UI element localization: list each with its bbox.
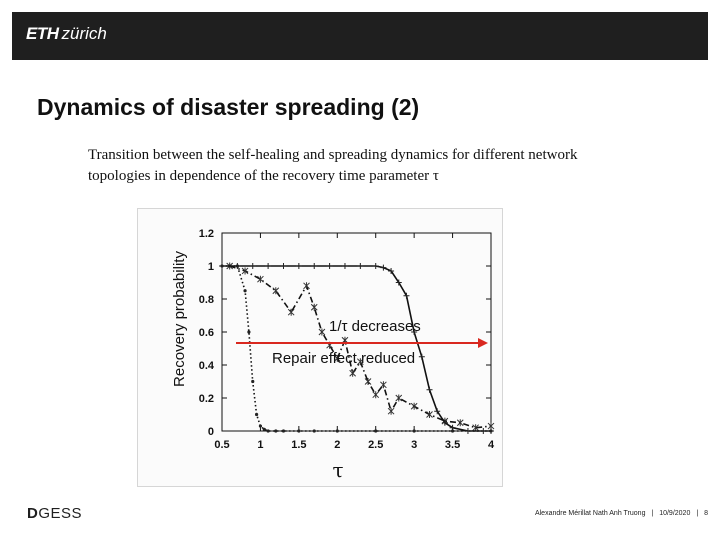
- series-3-point: [311, 263, 318, 269]
- dgess-logo-d: D: [27, 505, 39, 522]
- series-1-point: [251, 379, 255, 384]
- series-3-point: [418, 353, 425, 360]
- series-3-point: [395, 279, 402, 286]
- dgess-logo-text: GESS: [38, 505, 83, 522]
- annotation-decrease: 1/τ decreases: [329, 318, 421, 335]
- x-tick-label: 3.5: [445, 439, 460, 451]
- series-1-point: [266, 429, 270, 433]
- series-1-point: [254, 412, 259, 417]
- series-3-point: [219, 263, 225, 269]
- series-3-point: [326, 263, 333, 269]
- y-tick-label: 0.6: [199, 327, 214, 339]
- x-tick-label: 2: [334, 439, 340, 451]
- series-2-point: [318, 328, 326, 336]
- series-2-point: [241, 267, 249, 275]
- series-1-point: [312, 429, 316, 433]
- series-2-point: [456, 419, 464, 427]
- series-1-point: [335, 429, 339, 433]
- x-tick-label: 3: [411, 439, 417, 451]
- y-axis-label: Recovery probability: [171, 251, 188, 387]
- series-1-point: [243, 289, 247, 293]
- footer-separator: |: [696, 510, 699, 517]
- eth-zurich-logo: ETH zürich: [26, 24, 107, 44]
- series-1-point: [374, 429, 378, 433]
- series-2-point: [257, 275, 264, 283]
- series-3-point: [372, 263, 379, 269]
- series-3-point: [464, 428, 471, 434]
- series-3-point: [449, 424, 456, 431]
- series-1-point: [281, 429, 286, 433]
- series-2-point: [310, 303, 318, 311]
- page-number: 8: [704, 510, 708, 517]
- x-tick-label: 1: [257, 439, 263, 451]
- series-3-point: [480, 428, 487, 434]
- series-2-point: [380, 381, 387, 389]
- logo-zurich: zürich: [61, 24, 107, 43]
- chart-frame: 0.5 1 1.5 2 2.5 3 3.5 4 0 0.2 0.4 0.6 0.8 1 1.2 Recove…: [137, 208, 503, 487]
- series-1-point: [450, 429, 455, 433]
- series-3-point: [341, 263, 348, 269]
- series-3-point: [441, 419, 448, 426]
- series-3-point: [295, 263, 302, 269]
- slide-title: Dynamics of disaster spreading (2): [37, 94, 420, 120]
- series-3-point: [280, 263, 287, 269]
- recovery-probability-chart: 0.5 1 1.5 2 2.5 3 3.5 4 0 0.2 0.4 0.6 0.8 1 1.2 Recove…: [171, 228, 495, 482]
- direction-arrow: [236, 338, 488, 348]
- x-tick-label: 4: [488, 439, 495, 451]
- series-1-point: [262, 427, 266, 431]
- series-1-point: [412, 429, 416, 433]
- figure-caption: Transition between the self-healing and …: [88, 145, 668, 187]
- series-3-point: [265, 263, 272, 269]
- series-1-point: [247, 330, 251, 334]
- header-bar: ETH zürich: [12, 12, 708, 60]
- series-2-point: [272, 287, 280, 295]
- series-2-point: [410, 402, 418, 410]
- series-2-point: [364, 378, 372, 385]
- y-tick-label: 0.4: [199, 360, 215, 372]
- footer-separator: |: [651, 510, 654, 517]
- series-3-point: [426, 386, 433, 393]
- series-3-point: [249, 263, 256, 269]
- annotation-repair-reduced: Repair effect reduced: [272, 350, 416, 367]
- series-3-point: [411, 329, 418, 335]
- series-2-point: [287, 308, 295, 316]
- series-3-point: [357, 263, 364, 269]
- series-3-point: [388, 267, 395, 274]
- footer-date: 10/9/2020: [659, 510, 691, 517]
- x-tick-label: 1.5: [291, 439, 306, 451]
- series-1-point: [258, 424, 263, 428]
- x-axis-label: τ: [332, 458, 343, 482]
- series-3-point: [403, 292, 410, 299]
- series-1-point: [274, 429, 278, 433]
- series-2-point: [395, 394, 403, 402]
- y-tick-label: 1: [208, 261, 214, 273]
- caption-line-2: topologies in dependence of the recovery…: [88, 168, 439, 184]
- series-2-point: [387, 407, 395, 415]
- y-tick-label: 0: [208, 426, 214, 438]
- series-2-point: [372, 391, 380, 399]
- caption-line-1: Transition between the self-healing and …: [88, 147, 578, 163]
- x-tick-label: 0.5: [214, 439, 229, 451]
- y-tick-label: 0.2: [199, 393, 214, 405]
- y-tick-label: 1.2: [199, 228, 214, 240]
- series-3-point: [434, 408, 441, 415]
- series-2-point: [333, 354, 341, 362]
- footer-author: Alexandre Mérillat Nath Anh Truong: [534, 510, 646, 517]
- series-2-point: [472, 424, 479, 432]
- series-3-point: [380, 264, 387, 271]
- series-3-point: [488, 428, 494, 434]
- logo-eth: ETH: [26, 24, 59, 43]
- series-3-point: [234, 263, 241, 269]
- x-tick-label: 2.5: [368, 439, 383, 451]
- dgess-logo: DGESS: [27, 505, 82, 522]
- series-1-point: [297, 429, 301, 433]
- series-2-point: [349, 369, 357, 377]
- footer-info: Alexandre Mérillat Nath Anh Truong | 10/…: [531, 510, 708, 517]
- series-2-point: [356, 358, 364, 366]
- y-tick-label: 0.8: [199, 294, 214, 306]
- series-2-point: [303, 282, 310, 290]
- series-2-point: [426, 411, 433, 418]
